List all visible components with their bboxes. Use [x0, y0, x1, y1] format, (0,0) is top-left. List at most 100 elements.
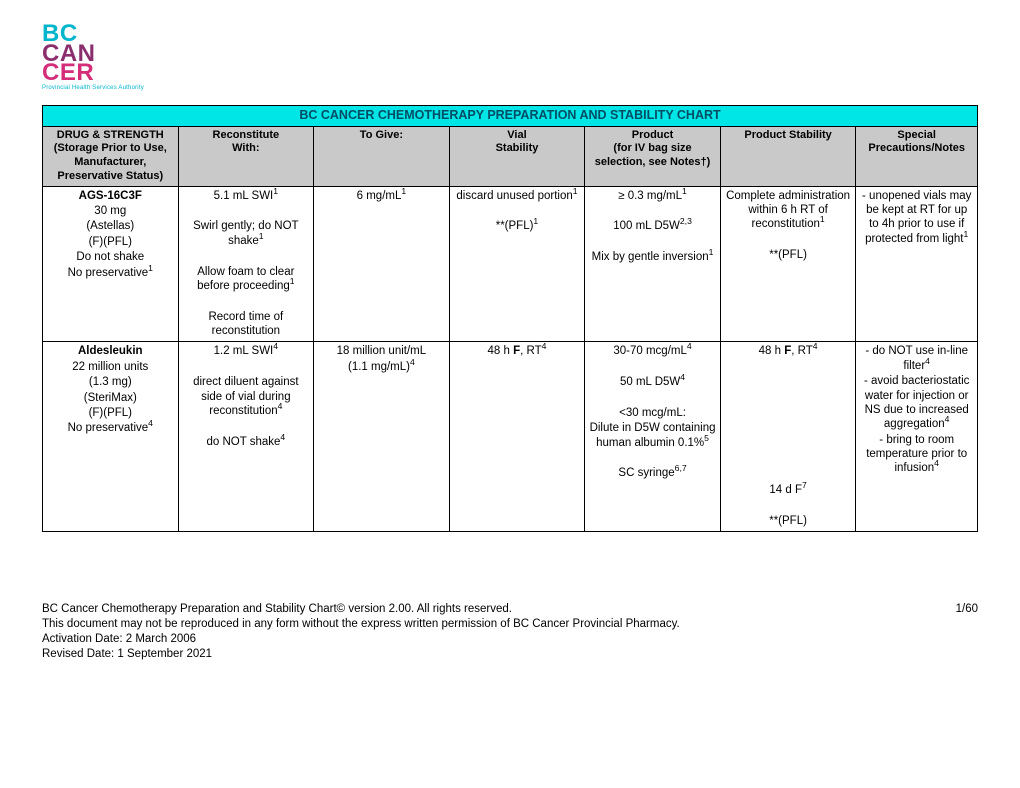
- col-header-drug: DRUG & STRENGTH (Storage Prior to Use, M…: [43, 126, 179, 186]
- cell-line: [589, 235, 716, 249]
- logo: BC CAN CER Provincial Health Services Au…: [42, 24, 978, 91]
- page-footer: BC Cancer Chemotherapy Preparation and S…: [42, 602, 978, 662]
- cell-line: [725, 375, 852, 389]
- cell-line: 50 mL D5W4: [589, 375, 716, 389]
- table-header-row: DRUG & STRENGTH (Storage Prior to Use, M…: [43, 126, 978, 186]
- cell-line: Swirl gently; do NOT shake1: [183, 219, 310, 248]
- cell-line: 100 mL D5W2,3: [589, 219, 716, 233]
- cell-product-stability: 48 h F, RT4 14 d F7 **(PFL): [720, 342, 856, 532]
- drug-name: Aldesleukin: [47, 344, 174, 358]
- cell-line: [725, 421, 852, 435]
- cell-line: [725, 498, 852, 512]
- col-header-product: Product (for IV bag size selection, see …: [585, 126, 721, 186]
- cell-togive: 6 mg/mL1: [314, 186, 450, 342]
- cell-line: Complete administration within 6 h RT of…: [725, 189, 852, 232]
- footer-permission: This document may not be reproduced in a…: [42, 617, 978, 632]
- cell-line: [725, 391, 852, 405]
- cell-reconstitute: 1.2 mL SWI4 direct diluent against side …: [178, 342, 314, 532]
- footer-activation-date: Activation Date: 2 March 2006: [42, 632, 978, 647]
- col-header-drug-a: DRUG & STRENGTH: [57, 129, 164, 141]
- cell-line: Allow foam to clear before proceeding1: [183, 265, 310, 294]
- col-header-vial-b: Stability: [496, 142, 539, 154]
- cell-line: [183, 419, 310, 433]
- cell-line: do NOT shake4: [183, 435, 310, 449]
- col-header-notes: Special Precautions/Notes: [856, 126, 978, 186]
- cell-line: 14 d F7: [725, 483, 852, 497]
- col-header-notes-a: Special: [897, 129, 936, 141]
- drug-line: Do not shake: [47, 250, 174, 264]
- table-title: BC CANCER CHEMOTHERAPY PREPARATION AND S…: [43, 106, 978, 127]
- cell-line: ≥ 0.3 mg/mL1: [589, 189, 716, 203]
- cell-line: [725, 360, 852, 374]
- cell-line: - unopened vials may be kept at RT for u…: [860, 189, 973, 247]
- logo-line-2: CAN: [42, 44, 978, 64]
- cell-line: [589, 391, 716, 405]
- cell-togive: 18 million unit/mL(1.1 mg/mL)4: [314, 342, 450, 532]
- stability-chart-table: BC CANCER CHEMOTHERAPY PREPARATION AND S…: [42, 105, 978, 532]
- cell-line: [725, 467, 852, 481]
- cell-line: 48 h F, RT4: [725, 344, 852, 358]
- cell-line: 5.1 mL SWI1: [183, 189, 310, 203]
- cell-line: Mix by gentle inversion1: [589, 250, 716, 264]
- col-header-pstab: Product Stability: [720, 126, 856, 186]
- col-header-product-b: (for IV bag size selection, see Notes†): [595, 142, 711, 168]
- cell-drug: AGS-16C3F30 mg(Astellas) (F)(PFL)Do not s…: [43, 186, 179, 342]
- drug-line: 30 mg: [47, 204, 174, 218]
- logo-line-1: BC: [42, 24, 978, 44]
- table-row: Aldesleukin 22 million units(1.3 mg) (Ster…: [43, 342, 978, 532]
- cell-line: [725, 233, 852, 247]
- table-title-row: BC CANCER CHEMOTHERAPY PREPARATION AND S…: [43, 106, 978, 127]
- cell-vial: discard unused portion1 **(PFL)1: [449, 186, 585, 342]
- cell-line: - avoid bacteriostatic water for injecti…: [860, 374, 973, 432]
- logo-line-3: CER: [42, 63, 978, 83]
- cell-line: [183, 249, 310, 263]
- drug-line: (F)(PFL): [47, 406, 174, 420]
- cell-line: [183, 204, 310, 218]
- footer-revised-date: Revised Date: 1 September 2021: [42, 647, 978, 662]
- cell-line: [589, 204, 716, 218]
- cell-reconstitute: 5.1 mL SWI1 Swirl gently; do NOT shake1 …: [178, 186, 314, 342]
- col-header-togive: To Give:: [314, 126, 450, 186]
- cell-line: 30-70 mcg/mL4: [589, 344, 716, 358]
- table-row: AGS-16C3F30 mg(Astellas) (F)(PFL)Do not s…: [43, 186, 978, 342]
- footer-line-1: BC Cancer Chemotherapy Preparation and S…: [42, 602, 978, 617]
- cell-line: - do NOT use in-line filter4: [860, 344, 973, 373]
- cell-notes: - unopened vials may be kept at RT for u…: [856, 186, 978, 342]
- drug-line: 22 million units: [47, 360, 174, 374]
- cell-vial: 48 h F, RT4: [449, 342, 585, 532]
- cell-product: ≥ 0.3 mg/mL1 100 mL D5W2,3 Mix by gentle…: [585, 186, 721, 342]
- drug-line: (SteriMax): [47, 391, 174, 405]
- cell-line: discard unused portion1: [454, 189, 581, 203]
- drug-line: (1.3 mg): [47, 375, 174, 389]
- drug-name: AGS-16C3F: [47, 189, 174, 203]
- col-header-reconstitute: Reconstitute With:: [178, 126, 314, 186]
- cell-line: [725, 406, 852, 420]
- drug-line: (F)(PFL): [47, 235, 174, 249]
- cell-line: [589, 360, 716, 374]
- cell-line: Record time of reconstitution: [183, 310, 310, 339]
- cell-line: [589, 451, 716, 465]
- col-header-drug-b: (Storage Prior to Use, Manufacturer, Pre…: [54, 142, 167, 182]
- cell-line: [183, 360, 310, 374]
- cell-line: [183, 294, 310, 308]
- footer-page-number: 1/60: [956, 602, 978, 617]
- cell-line: **(PFL): [725, 248, 852, 262]
- cell-line: **(PFL): [725, 514, 852, 528]
- cell-product-stability: Complete administration within 6 h RT of…: [720, 186, 856, 342]
- drug-line: No preservative4: [47, 421, 174, 435]
- cell-line: 1.2 mL SWI4: [183, 344, 310, 358]
- cell-line: direct diluent against side of vial duri…: [183, 375, 310, 418]
- cell-notes: - do NOT use in-line filter4- avoid bact…: [856, 342, 978, 532]
- cell-line: 48 h F, RT4: [454, 344, 581, 358]
- drug-line: (Astellas): [47, 219, 174, 233]
- col-header-recon-a: Reconstitute: [213, 129, 280, 141]
- cell-line: SC syringe6,7: [589, 466, 716, 480]
- cell-line: [454, 204, 581, 218]
- cell-line: [725, 437, 852, 451]
- col-header-notes-b: Precautions/Notes: [868, 142, 965, 154]
- logo-subtitle: Provincial Health Services Authority: [42, 85, 978, 91]
- cell-line: [725, 452, 852, 466]
- cell-line: - bring to room temperature prior to inf…: [860, 433, 973, 476]
- cell-line: Dilute in D5W containing human albumin 0…: [589, 421, 716, 450]
- col-header-recon-b: With:: [232, 142, 259, 154]
